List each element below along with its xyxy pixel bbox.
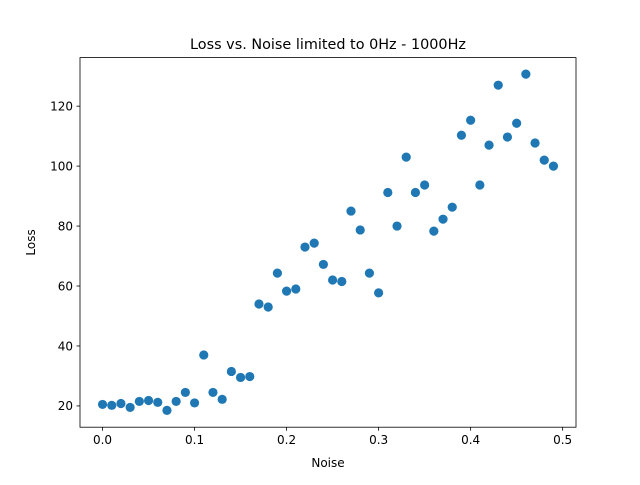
x-axis-label: Noise: [311, 456, 344, 470]
data-point: [263, 302, 273, 312]
data-point: [300, 242, 310, 252]
data-point: [143, 395, 154, 406]
data-point: [539, 155, 549, 165]
data-point: [438, 214, 448, 224]
data-point: [548, 161, 559, 171]
data-point: [309, 238, 319, 248]
y-tick-label: 120: [50, 99, 73, 113]
x-tick-label: 0.2: [277, 433, 296, 447]
data-point: [475, 180, 485, 190]
x-tick-label: 0.4: [461, 433, 480, 447]
x-tick-label: 0.5: [553, 433, 572, 447]
data-point: [530, 138, 540, 148]
data-point: [189, 398, 200, 408]
data-point: [217, 394, 227, 404]
x-axis-ticks: 0.0 0.1 0.2 0.3 0.4 0.5: [93, 427, 572, 447]
data-point: [134, 396, 144, 407]
data-point: [153, 397, 163, 407]
data-point: [171, 396, 181, 407]
x-tick-label: 0.0: [93, 433, 112, 447]
data-point: [162, 405, 172, 416]
data-point: [512, 118, 522, 128]
y-tick-label: 80: [58, 219, 73, 233]
data-point: [493, 80, 503, 90]
chart-title: Loss vs. Noise limited to 0Hz - 1000Hz: [190, 37, 466, 53]
data-point: [383, 187, 393, 198]
data-point: [226, 366, 236, 377]
y-tick-label: 40: [58, 339, 73, 353]
y-axis-ticks: 20 40 60 80 100 120: [50, 99, 80, 413]
data-point: [116, 398, 126, 409]
data-point: [484, 140, 494, 150]
data-point: [235, 372, 246, 383]
data-point: [318, 259, 328, 270]
data-point: [254, 299, 264, 309]
data-point: [107, 400, 117, 410]
y-tick-label: 20: [58, 399, 73, 413]
y-axis-label: Loss: [24, 229, 38, 255]
data-point: [392, 221, 402, 231]
data-point: [281, 286, 292, 296]
data-point: [447, 202, 457, 212]
data-point: [245, 371, 255, 382]
data-point: [355, 225, 365, 235]
data-point: [125, 402, 135, 413]
y-tick-label: 60: [58, 279, 73, 293]
data-point: [466, 115, 476, 125]
data-point: [420, 180, 430, 190]
data-point: [346, 206, 356, 216]
data-point: [374, 288, 384, 298]
data-point: [521, 69, 531, 79]
data-point: [97, 399, 108, 410]
data-point: [180, 387, 190, 398]
data-point: [208, 387, 218, 398]
data-point: [502, 132, 513, 142]
data-point: [364, 268, 375, 278]
data-point: [410, 187, 421, 198]
x-tick-label: 0.1: [185, 433, 204, 447]
data-point: [199, 350, 209, 360]
y-tick-label: 100: [50, 159, 73, 173]
plot-area-frame: [79, 57, 577, 428]
data-point: [429, 226, 439, 236]
data-points: [97, 69, 559, 416]
data-point: [328, 275, 338, 285]
data-point: [337, 276, 347, 287]
data-point: [401, 152, 411, 162]
data-point: [291, 284, 301, 294]
x-tick-label: 0.3: [369, 433, 388, 447]
data-point: [272, 268, 282, 278]
data-point: [456, 130, 467, 140]
